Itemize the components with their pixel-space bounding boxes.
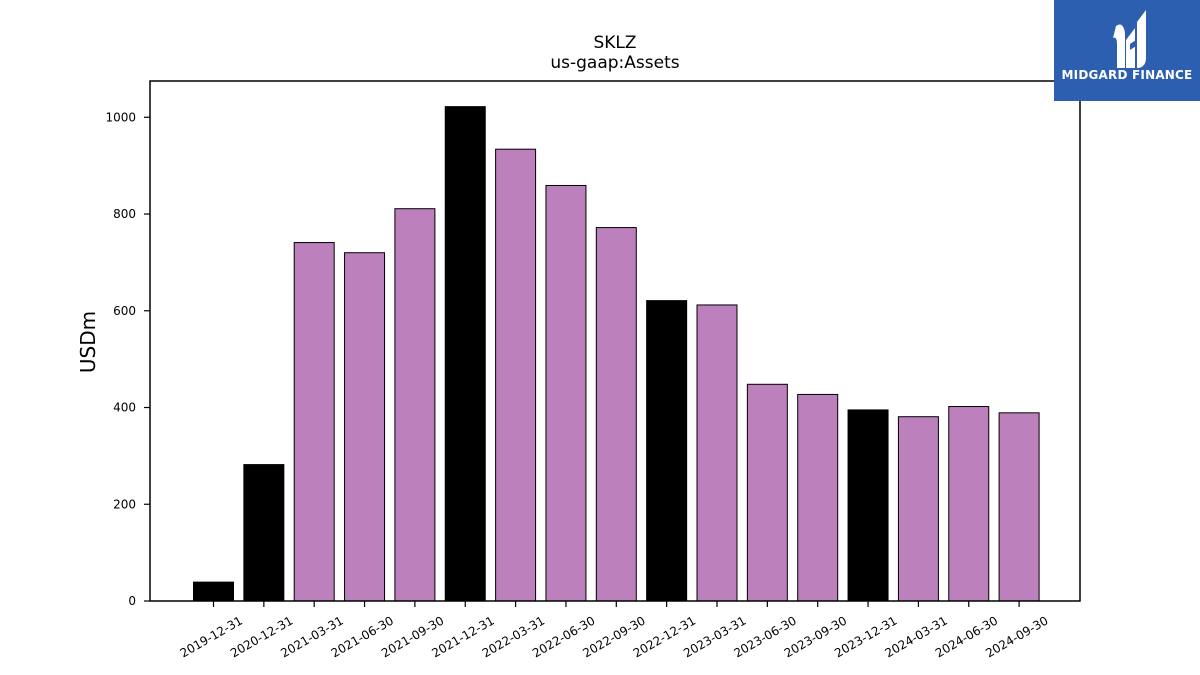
bar-2021-12-31 [444,106,486,602]
logo-mark-icon [1113,10,1146,68]
y-tick-label: 200 [113,497,136,511]
y-tick-label: 600 [113,304,136,318]
logo-text: MIDGARD FINANCE [1061,68,1193,82]
y-tick-label: 1000 [105,110,136,124]
bar-2022-09-30 [595,227,637,602]
bar-2024-03-31 [897,416,939,602]
bar-2023-06-30 [746,383,788,602]
bar-2021-09-30 [394,208,436,602]
bar-2024-06-30 [948,406,990,602]
y-ticks-group: 0 200 400 600 800 1000 [105,110,150,608]
x-ticks-group: 2019-12-312020-12-312021-03-312021-06-30… [178,601,1051,660]
bar-2024-09-30 [998,412,1040,602]
y-tick-label: 400 [113,401,136,415]
bar-2021-03-31 [293,242,335,602]
bar-2023-03-31 [696,304,738,602]
bars-group [193,106,1040,602]
bar-2022-03-31 [495,148,537,602]
bar-2021-06-30 [344,252,386,602]
bar-2023-12-31 [847,409,889,602]
midgard-finance-logo: MIDGARD FINANCE [1054,0,1200,101]
bar-2020-12-31 [243,464,285,602]
bar-2023-09-30 [797,393,839,602]
y-tick-label: 800 [113,207,136,221]
plot-frame [149,80,1081,602]
y-axis-label: USDm [76,311,100,373]
bar-2022-12-31 [646,300,688,602]
bar-2022-06-30 [545,184,587,602]
chart-title: SKLZ [593,33,636,53]
chart-subtitle: us-gaap:Assets [550,53,679,73]
bar-2019-12-31 [193,581,234,602]
y-tick-label: 0 [128,594,136,608]
